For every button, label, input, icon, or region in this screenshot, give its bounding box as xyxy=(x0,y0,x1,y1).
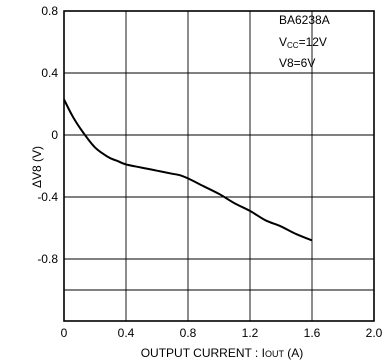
annotation-vcc-prefix: V xyxy=(279,35,287,49)
annotation-model: BA6238A xyxy=(279,13,330,27)
y-tick-label: -0.4 xyxy=(37,190,58,204)
annotation-vcc: VCC=12V xyxy=(279,35,327,50)
annotation-v8: V8=6V xyxy=(279,56,315,70)
x-tick-labels: 0 0.4 0.8 1.2 1.6 2.0 xyxy=(61,326,383,340)
x-tick-label: 0.8 xyxy=(180,326,197,340)
x-axis-label-sub: OUT xyxy=(265,349,285,359)
series-line-0 xyxy=(63,98,313,242)
y-axis-label-delta: Δ xyxy=(30,180,44,188)
y-tick-label: 0.4 xyxy=(41,66,58,80)
y-tick-labels: 0.8 0.4 0 -0.4 -0.8 xyxy=(37,4,58,266)
x-axis-label-main: OUTPUT CURRENT : I xyxy=(141,346,265,360)
plot-frame xyxy=(63,10,375,322)
y-axis-label: ΔV8 (V) xyxy=(30,146,44,188)
x-tick-label: 2.0 xyxy=(366,326,383,340)
y-tick-label: 0.8 xyxy=(41,4,58,18)
y-tick-label: -0.8 xyxy=(37,252,58,266)
annotation-box: BA6238A VCC=12V V8=6V xyxy=(279,13,330,70)
annotation-vcc-sub: CC xyxy=(287,41,299,50)
x-tick-label: 1.2 xyxy=(242,326,259,340)
series-group xyxy=(63,98,313,242)
x-tick-label: 1.6 xyxy=(304,326,321,340)
y-axis-label-main: V8 (V) xyxy=(30,146,44,180)
x-tick-label: 0 xyxy=(61,326,68,340)
y-tick-label: 0 xyxy=(51,128,58,142)
x-tick-label: 0.4 xyxy=(118,326,135,340)
annotation-vcc-value: =12V xyxy=(299,35,327,49)
x-axis-label: OUTPUT CURRENT : IOUT (A) xyxy=(141,346,304,360)
grid-lines xyxy=(64,11,374,321)
x-axis-label-unit: (A) xyxy=(284,346,303,360)
